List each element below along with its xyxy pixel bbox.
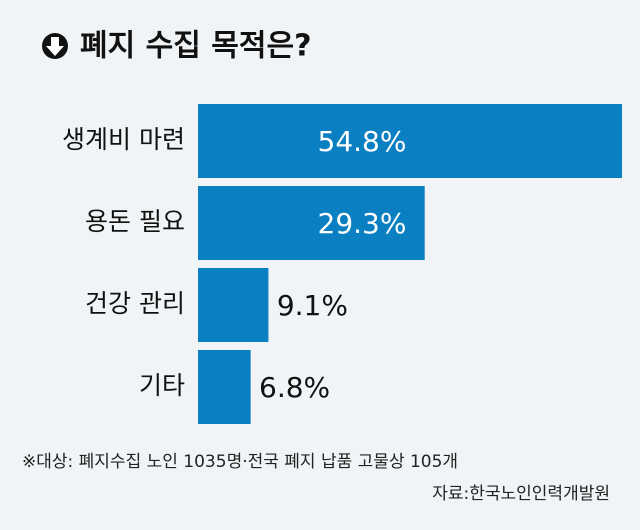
- note: ※대상: 폐지수집 노인 1035명·전국 폐지 납품 고물상 105개: [22, 452, 458, 472]
- value-label: 54.8%: [318, 125, 407, 158]
- chart-title: 폐지 수집 목적은?: [80, 29, 312, 64]
- bar: [198, 268, 269, 342]
- category-label: 용돈 필요: [85, 207, 185, 236]
- source: 자료:한국노인인력개발원: [432, 484, 610, 504]
- category-label: 기타: [139, 371, 185, 400]
- bar: [198, 350, 251, 424]
- value-label: 29.3%: [318, 207, 407, 240]
- bar: [198, 104, 622, 178]
- value-label: 6.8%: [259, 371, 330, 404]
- category-label: 건강 관리: [85, 289, 185, 318]
- value-label: 9.1%: [277, 289, 348, 322]
- title-icon: [42, 33, 68, 59]
- category-label: 생계비 마련: [62, 125, 185, 154]
- bar: [198, 186, 425, 260]
